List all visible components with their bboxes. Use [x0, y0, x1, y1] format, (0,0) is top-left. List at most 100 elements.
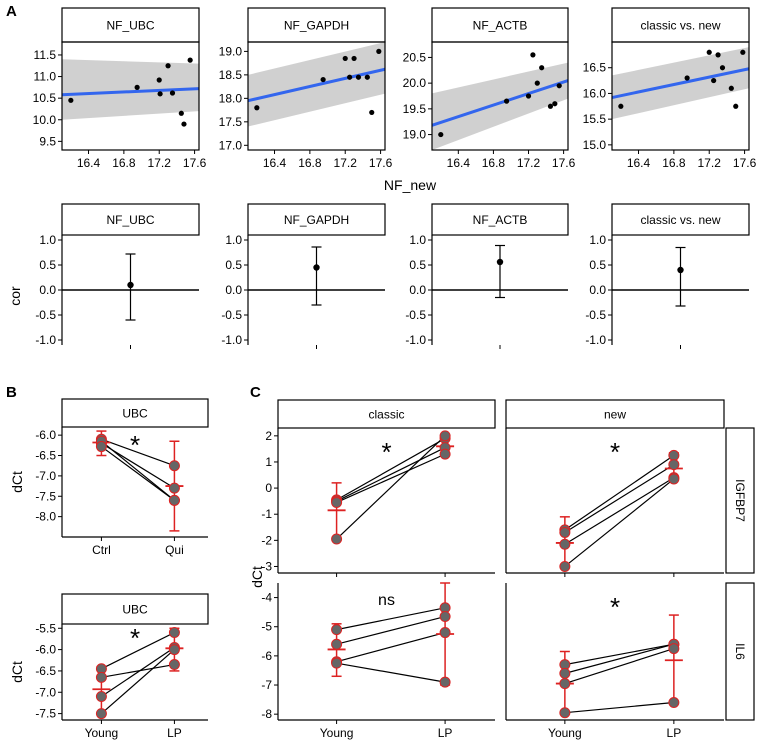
fit-line: [247, 67, 386, 103]
x-tick-label: 17.2: [334, 156, 358, 170]
x-tick-label: 17.2: [517, 156, 541, 170]
strip-label: new: [604, 408, 626, 422]
pair-line: [564, 643, 675, 674]
facet-strip: [61, 593, 209, 625]
strip-label: NF_ACTB: [473, 19, 528, 33]
facet-strip: [611, 7, 750, 43]
y-tick-label: 0: [265, 481, 272, 495]
y-tick-label: -2: [261, 533, 272, 547]
y-tick-label: -6: [261, 649, 272, 663]
x-tick-label: 16.8: [662, 156, 686, 170]
paired-point: [668, 449, 680, 461]
paired-point: [331, 533, 343, 545]
significance-label: *: [130, 623, 140, 653]
y-tick-label: -1.0: [35, 333, 56, 347]
pair-line: [336, 447, 446, 502]
data-point: [157, 91, 163, 97]
data-point: [134, 84, 140, 90]
y-tick-label: 19.0: [219, 44, 243, 58]
paired-point: [331, 496, 343, 508]
data-point: [68, 97, 74, 103]
data-point: [618, 103, 624, 109]
strip-label: NF_GAPDH: [284, 19, 349, 33]
data-point: [711, 77, 717, 84]
fit-line: [61, 87, 200, 97]
data-point: [740, 49, 746, 55]
pair-line: [564, 478, 675, 567]
data-point: [530, 52, 536, 58]
y-tick-label: 2: [265, 429, 272, 443]
x-tick-label: Ctrl: [92, 543, 111, 557]
strip-label: NF_UBC: [106, 213, 154, 227]
pair-line: [101, 649, 175, 715]
pair-line: [101, 438, 175, 467]
y-tick-label: 17.5: [219, 115, 243, 129]
data-point: [438, 131, 444, 138]
pair-line: [564, 643, 674, 666]
estimate-point: [313, 264, 320, 271]
pair-line: [336, 662, 446, 683]
paired-point: [439, 627, 451, 639]
y-tick-label: -1.0: [585, 333, 606, 347]
data-point: [525, 93, 532, 99]
paired-point: [668, 459, 680, 471]
y-tick-label: 16.0: [583, 86, 607, 100]
x-tick-label: LP: [167, 726, 182, 740]
data-point: [728, 85, 734, 91]
x-tick-label: 17.2: [148, 156, 172, 170]
data-point: [684, 75, 690, 81]
x-tick-label: Young: [85, 726, 119, 740]
y-tick-label: -7.5: [35, 489, 56, 503]
estimate-point: [127, 281, 134, 289]
data-point: [187, 57, 193, 63]
pair-line: [336, 615, 446, 645]
facet-strip: [505, 399, 725, 429]
y-tick-label: 0.5: [225, 258, 242, 272]
x-tick-label: 16.8: [482, 156, 506, 170]
x-tick-label: Young: [548, 726, 582, 740]
y-tick-label: 0.5: [589, 258, 606, 272]
strip-label: NF_ACTB: [473, 213, 528, 227]
y-tick-label: 10.0: [33, 113, 57, 127]
paired-point: [95, 691, 107, 703]
panel-frame: [431, 41, 569, 151]
y-tick-label: 15.5: [583, 112, 607, 126]
significance-label: *: [610, 592, 620, 622]
x-tick-label: 16.4: [77, 156, 101, 170]
data-point: [547, 103, 554, 109]
y-tick-label: -0.5: [35, 308, 56, 322]
significance-label: *: [610, 437, 620, 467]
facet-strip: [277, 399, 496, 429]
pair-line: [336, 435, 446, 540]
y-tick-label: -6.5: [35, 449, 56, 463]
panel-label-b: B: [6, 384, 17, 401]
paired-point: [331, 638, 343, 650]
y-tick-label: -7.0: [35, 469, 56, 483]
strip-label: NF_UBC: [106, 19, 154, 33]
significance-label: ns: [378, 592, 395, 609]
paired-point: [439, 676, 451, 688]
x-tick-label: 17.6: [733, 156, 757, 170]
paired-point: [95, 671, 107, 683]
strip-label: classic vs. new: [640, 19, 720, 33]
y-tick-label: 15.0: [583, 138, 607, 152]
data-point: [556, 83, 562, 89]
y-tick-label: -7: [261, 678, 272, 692]
y-tick-label: -4: [261, 591, 272, 605]
y-tick-label: -6.0: [35, 643, 56, 657]
data-point: [539, 65, 545, 71]
paired-point: [559, 678, 571, 690]
facet-strip: [611, 203, 750, 236]
x-tick-label: 16.4: [263, 156, 287, 170]
x-tick-label: 17.6: [552, 156, 576, 170]
y-tick-label: 9.5: [39, 134, 56, 148]
pair-line: [336, 607, 446, 631]
paired-point: [168, 494, 180, 506]
pair-line: [336, 453, 446, 504]
y-tick-label: -3: [261, 559, 272, 573]
y-tick-label: -8: [261, 707, 272, 721]
x-tick-label: 17.6: [183, 156, 207, 170]
data-point: [733, 103, 739, 109]
y-tick-label: -1: [261, 507, 272, 521]
